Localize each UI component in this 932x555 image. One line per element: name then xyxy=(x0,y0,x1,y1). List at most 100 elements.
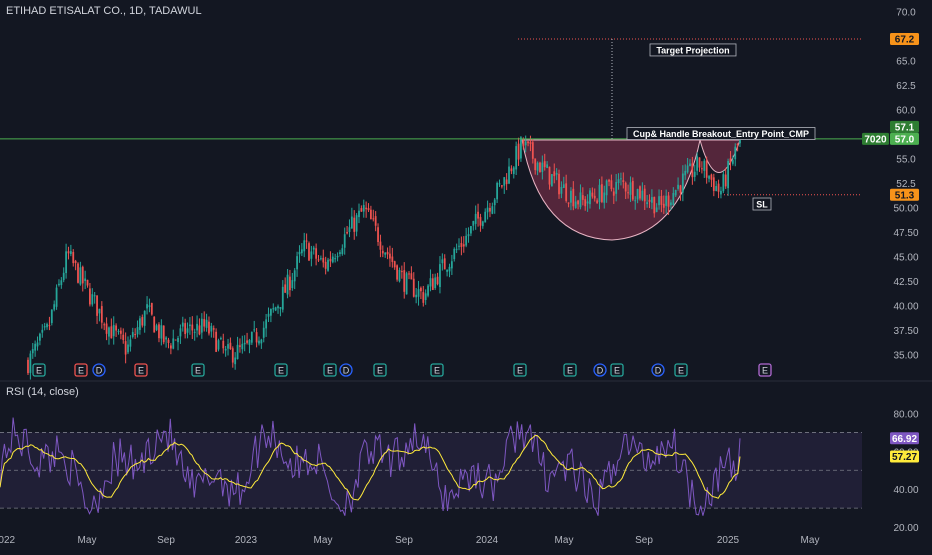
candle-body xyxy=(153,316,156,333)
earnings-marker: E xyxy=(373,363,387,377)
earnings-marker-label: E xyxy=(434,366,440,376)
badge-rsi-ma-text: 57.27 xyxy=(892,452,917,463)
candle-body xyxy=(65,251,68,274)
candle-body xyxy=(431,278,434,290)
candle-body xyxy=(560,187,563,194)
candle-body xyxy=(417,289,420,297)
candle-body xyxy=(612,191,615,196)
earnings-marker: E xyxy=(274,363,288,377)
candle-body xyxy=(243,342,246,345)
candle-body xyxy=(727,160,729,189)
rsi-axis-tick: 20.00 xyxy=(893,523,918,534)
candle-body xyxy=(658,196,660,206)
candle-body xyxy=(581,195,584,200)
candle-body xyxy=(467,234,470,237)
candle-body xyxy=(129,339,132,347)
earnings-marker-shape xyxy=(74,363,88,377)
price-axis-tick: 45.00 xyxy=(893,253,918,264)
earnings-marker-label: E xyxy=(327,366,333,376)
candle-body xyxy=(277,306,279,309)
sl-label: SL xyxy=(752,197,772,211)
candle-body xyxy=(470,226,472,234)
candle-body xyxy=(103,324,106,326)
candle-body xyxy=(258,340,260,344)
candle-body xyxy=(172,338,175,349)
earnings-marker-label: E xyxy=(138,366,144,376)
candle-body xyxy=(89,288,91,305)
candle-body xyxy=(689,163,691,167)
candle-body xyxy=(74,260,77,263)
candle-body xyxy=(224,348,227,351)
candle-body xyxy=(179,328,182,337)
candle-body xyxy=(160,325,163,339)
candle-body xyxy=(479,217,482,226)
candle-body xyxy=(629,182,632,195)
candle-body xyxy=(458,245,460,247)
earnings-marker-shape xyxy=(323,363,337,377)
badge-rsi: 66.92 xyxy=(890,432,919,445)
candle-body xyxy=(43,326,46,328)
candle-body xyxy=(269,308,272,316)
candle-body xyxy=(379,241,382,250)
candle-body xyxy=(672,193,675,206)
candle-body xyxy=(460,243,463,247)
candle-body xyxy=(69,251,72,254)
earnings-marker-shape xyxy=(430,363,444,377)
time-axis-tick: May xyxy=(78,535,97,546)
earnings-marker: E xyxy=(758,363,772,377)
rsi-ma-line xyxy=(0,434,741,501)
candle-body xyxy=(434,277,437,289)
candle-body xyxy=(53,304,56,310)
candle-body xyxy=(391,256,394,262)
candle-body xyxy=(127,344,129,353)
candle-body xyxy=(212,328,215,330)
candle-body xyxy=(450,261,453,269)
candle-body xyxy=(339,252,341,254)
candle-body xyxy=(186,328,189,333)
candle-body xyxy=(81,266,84,284)
candle-body xyxy=(548,166,551,185)
dividend-marker-shape xyxy=(339,363,353,377)
candle-body xyxy=(362,205,365,212)
earnings-marker: E xyxy=(74,363,88,377)
candle-body xyxy=(41,329,44,333)
candle-body xyxy=(681,173,684,193)
candle-body xyxy=(79,267,82,285)
candle-body xyxy=(622,180,625,183)
candle-body xyxy=(627,192,629,194)
breakout-label-text: Cup& Handle Breakout_Entry Point_CMP xyxy=(633,129,809,139)
candle-body xyxy=(524,141,527,146)
candle-body xyxy=(215,331,218,352)
candle-body xyxy=(441,259,444,264)
candle-body xyxy=(34,343,37,351)
candle-body xyxy=(381,250,384,254)
candle-body xyxy=(167,339,170,343)
candle-body xyxy=(131,332,134,337)
candle-body xyxy=(231,348,234,363)
candle-body xyxy=(562,184,565,188)
candle-body xyxy=(574,201,577,209)
candle-body xyxy=(496,182,499,200)
candle-body xyxy=(105,323,108,334)
candle-body xyxy=(486,207,489,213)
candle-body xyxy=(329,258,332,262)
candle-body xyxy=(284,284,287,293)
candle-body xyxy=(86,279,89,286)
candle-body xyxy=(731,160,734,164)
candle-body xyxy=(181,322,184,327)
candle-body xyxy=(31,349,34,354)
candle-body xyxy=(734,146,737,160)
candle-body xyxy=(677,184,679,189)
candle-body xyxy=(389,253,391,259)
candle-body xyxy=(420,287,422,292)
candle-body xyxy=(296,256,298,270)
candle-body xyxy=(193,331,196,333)
candle-body xyxy=(543,161,546,168)
candle-body xyxy=(393,261,396,268)
candle-body xyxy=(122,334,125,341)
candle-body xyxy=(384,252,387,255)
candle-body xyxy=(162,325,165,343)
price-axis-tick: 47.50 xyxy=(893,228,918,239)
